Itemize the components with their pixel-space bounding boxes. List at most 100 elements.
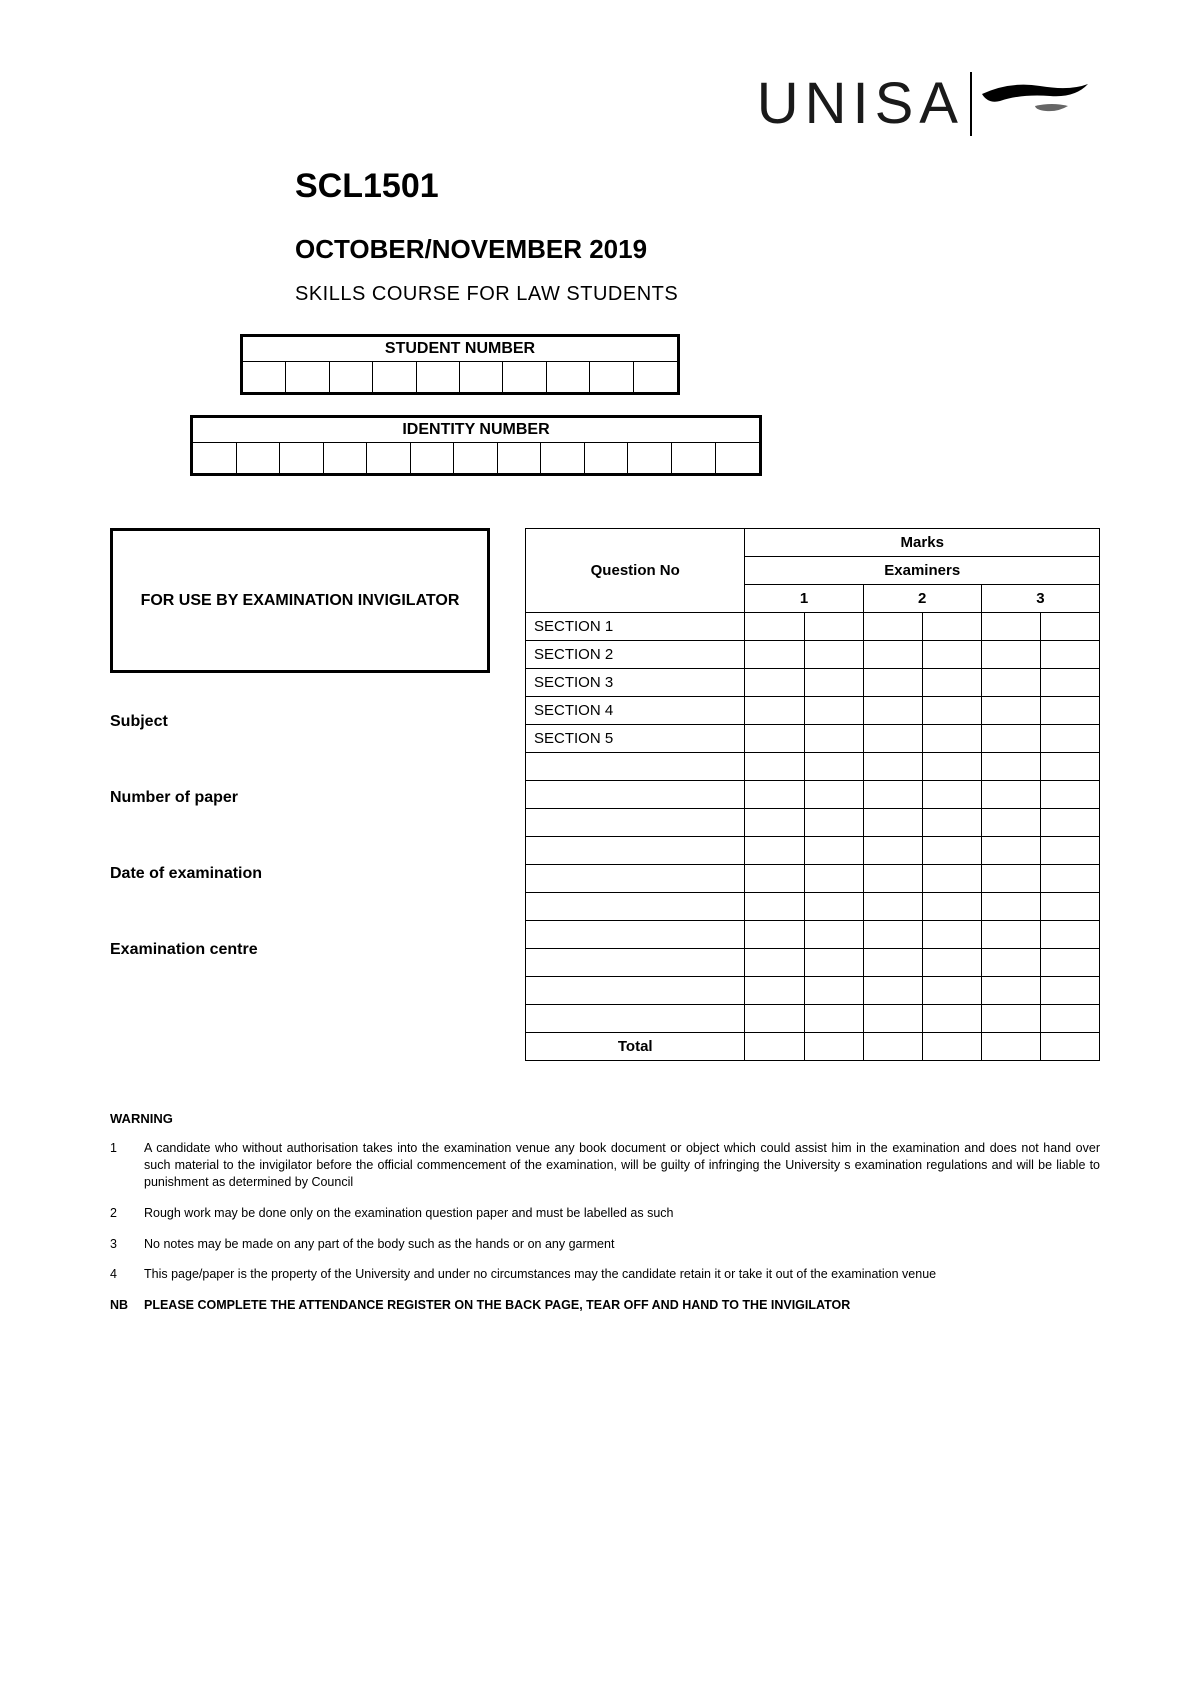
mark-cell[interactable] xyxy=(922,1033,981,1061)
mark-cell[interactable] xyxy=(745,921,804,949)
mark-cell[interactable] xyxy=(981,669,1040,697)
mark-cell[interactable] xyxy=(1040,921,1099,949)
identity-number-cell[interactable] xyxy=(716,443,760,473)
mark-cell[interactable] xyxy=(922,641,981,669)
mark-cell[interactable] xyxy=(863,809,922,837)
mark-cell[interactable] xyxy=(1040,613,1099,641)
mark-cell[interactable] xyxy=(745,865,804,893)
mark-cell[interactable] xyxy=(1040,725,1099,753)
mark-cell[interactable] xyxy=(981,697,1040,725)
mark-cell[interactable] xyxy=(745,641,804,669)
identity-number-cell[interactable] xyxy=(237,443,281,473)
student-number-cell[interactable] xyxy=(373,362,416,392)
identity-number-cell[interactable] xyxy=(585,443,629,473)
mark-cell[interactable] xyxy=(863,753,922,781)
identity-number-cell[interactable] xyxy=(324,443,368,473)
mark-cell[interactable] xyxy=(922,893,981,921)
student-number-cells[interactable] xyxy=(243,362,677,392)
mark-cell[interactable] xyxy=(981,641,1040,669)
mark-cell[interactable] xyxy=(804,641,863,669)
mark-cell[interactable] xyxy=(804,697,863,725)
mark-cell[interactable] xyxy=(804,837,863,865)
mark-cell[interactable] xyxy=(804,921,863,949)
mark-cell[interactable] xyxy=(981,865,1040,893)
mark-cell[interactable] xyxy=(863,613,922,641)
mark-cell[interactable] xyxy=(804,613,863,641)
mark-cell[interactable] xyxy=(745,837,804,865)
mark-cell[interactable] xyxy=(745,809,804,837)
mark-cell[interactable] xyxy=(922,613,981,641)
mark-cell[interactable] xyxy=(981,725,1040,753)
student-number-cell[interactable] xyxy=(243,362,286,392)
mark-cell[interactable] xyxy=(922,753,981,781)
mark-cell[interactable] xyxy=(804,725,863,753)
mark-cell[interactable] xyxy=(981,1033,1040,1061)
mark-cell[interactable] xyxy=(804,893,863,921)
mark-cell[interactable] xyxy=(745,781,804,809)
identity-number-cell[interactable] xyxy=(193,443,237,473)
mark-cell[interactable] xyxy=(745,669,804,697)
identity-number-cell[interactable] xyxy=(454,443,498,473)
mark-cell[interactable] xyxy=(922,809,981,837)
mark-cell[interactable] xyxy=(1040,865,1099,893)
mark-cell[interactable] xyxy=(981,1005,1040,1033)
mark-cell[interactable] xyxy=(745,893,804,921)
mark-cell[interactable] xyxy=(745,613,804,641)
mark-cell[interactable] xyxy=(863,641,922,669)
mark-cell[interactable] xyxy=(922,669,981,697)
student-number-cell[interactable] xyxy=(503,362,546,392)
mark-cell[interactable] xyxy=(1040,781,1099,809)
mark-cell[interactable] xyxy=(804,977,863,1005)
mark-cell[interactable] xyxy=(1040,641,1099,669)
mark-cell[interactable] xyxy=(804,1033,863,1061)
mark-cell[interactable] xyxy=(1040,809,1099,837)
mark-cell[interactable] xyxy=(745,949,804,977)
mark-cell[interactable] xyxy=(863,1033,922,1061)
mark-cell[interactable] xyxy=(745,977,804,1005)
mark-cell[interactable] xyxy=(804,949,863,977)
identity-number-cell[interactable] xyxy=(411,443,455,473)
identity-number-cell[interactable] xyxy=(498,443,542,473)
student-number-cell[interactable] xyxy=(547,362,590,392)
mark-cell[interactable] xyxy=(922,1005,981,1033)
student-number-cell[interactable] xyxy=(286,362,329,392)
identity-number-cell[interactable] xyxy=(541,443,585,473)
student-number-cell[interactable] xyxy=(590,362,633,392)
identity-number-cell[interactable] xyxy=(280,443,324,473)
mark-cell[interactable] xyxy=(863,893,922,921)
mark-cell[interactable] xyxy=(1040,949,1099,977)
mark-cell[interactable] xyxy=(981,809,1040,837)
mark-cell[interactable] xyxy=(981,613,1040,641)
mark-cell[interactable] xyxy=(804,753,863,781)
mark-cell[interactable] xyxy=(922,977,981,1005)
mark-cell[interactable] xyxy=(745,1033,804,1061)
mark-cell[interactable] xyxy=(863,837,922,865)
mark-cell[interactable] xyxy=(863,977,922,1005)
identity-number-cell[interactable] xyxy=(367,443,411,473)
mark-cell[interactable] xyxy=(922,921,981,949)
mark-cell[interactable] xyxy=(981,781,1040,809)
mark-cell[interactable] xyxy=(981,921,1040,949)
mark-cell[interactable] xyxy=(745,725,804,753)
mark-cell[interactable] xyxy=(863,1005,922,1033)
mark-cell[interactable] xyxy=(863,865,922,893)
mark-cell[interactable] xyxy=(804,865,863,893)
mark-cell[interactable] xyxy=(922,837,981,865)
mark-cell[interactable] xyxy=(922,949,981,977)
mark-cell[interactable] xyxy=(1040,697,1099,725)
mark-cell[interactable] xyxy=(922,697,981,725)
mark-cell[interactable] xyxy=(1040,669,1099,697)
mark-cell[interactable] xyxy=(1040,753,1099,781)
mark-cell[interactable] xyxy=(981,753,1040,781)
student-number-cell[interactable] xyxy=(417,362,460,392)
mark-cell[interactable] xyxy=(922,725,981,753)
mark-cell[interactable] xyxy=(863,725,922,753)
mark-cell[interactable] xyxy=(981,977,1040,1005)
student-number-cell[interactable] xyxy=(330,362,373,392)
mark-cell[interactable] xyxy=(1040,977,1099,1005)
mark-cell[interactable] xyxy=(1040,837,1099,865)
mark-cell[interactable] xyxy=(863,669,922,697)
mark-cell[interactable] xyxy=(863,949,922,977)
mark-cell[interactable] xyxy=(804,1005,863,1033)
mark-cell[interactable] xyxy=(745,753,804,781)
